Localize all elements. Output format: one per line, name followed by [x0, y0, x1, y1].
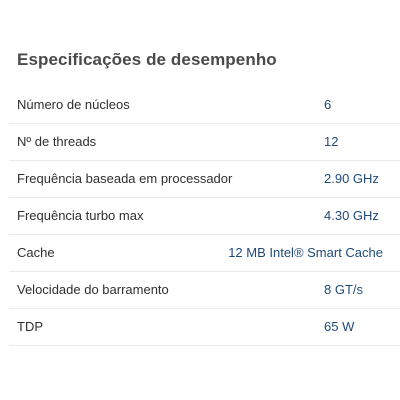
spec-value: 12 — [324, 134, 339, 149]
spec-value: 2.90 GHz — [324, 171, 379, 186]
spec-row-cache: Cache 12 MB Intel® Smart Cache — [9, 235, 400, 272]
spec-row-tdp: TDP 65 W — [9, 309, 400, 346]
spec-label: Cache — [17, 245, 55, 260]
spec-value: 8 GT/s — [324, 282, 364, 297]
spec-row-base-frequency: Frequência baseada em processador 2.90 G… — [9, 161, 400, 198]
spec-label: Número de núcleos — [17, 97, 130, 112]
spec-label: Frequência turbo max — [17, 208, 144, 223]
spec-label: Frequência baseada em processador — [17, 171, 233, 186]
spec-row-bus-speed: Velocidade do barramento 8 GT/s — [9, 272, 400, 309]
section-title: Especificações de desempenho — [17, 50, 277, 69]
spec-label: TDP — [17, 319, 43, 334]
spec-value: 6 — [324, 97, 332, 112]
spec-value: 65 W — [324, 319, 355, 334]
spec-row-cores: Número de núcleos 6 — [9, 87, 400, 124]
spec-row-turbo-frequency: Frequência turbo max 4.30 GHz — [9, 198, 400, 235]
spec-value: 4.30 GHz — [324, 208, 379, 223]
spec-value: 12 MB Intel® Smart Cache — [228, 245, 383, 260]
spec-row-threads: Nº de threads 12 — [9, 124, 400, 161]
spec-label: Velocidade do barramento — [17, 282, 169, 297]
spec-label: Nº de threads — [17, 134, 97, 149]
spec-table: Número de núcleos 6 Nº de threads 12 Fre… — [9, 87, 400, 346]
